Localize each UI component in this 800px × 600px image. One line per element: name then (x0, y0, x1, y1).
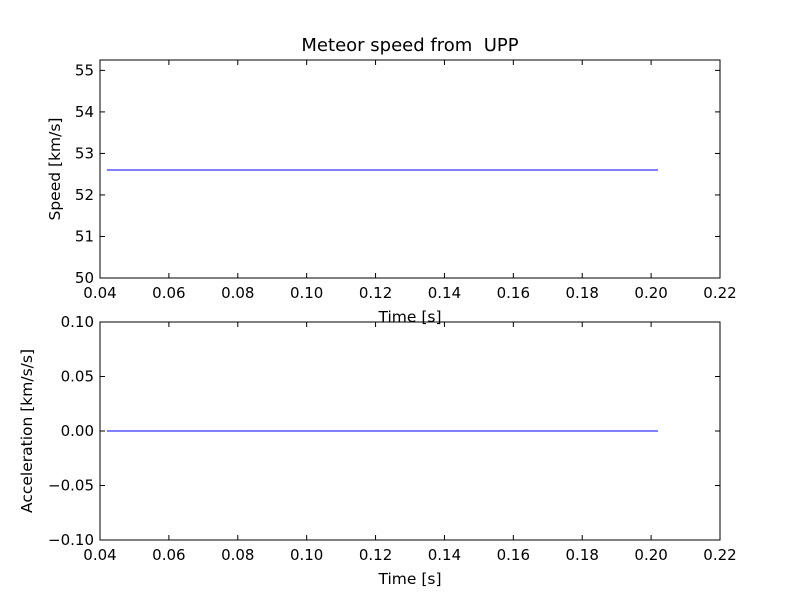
speed-chart-title: Meteor speed from UPP (301, 35, 518, 56)
accel-xtick-label: 0.20 (634, 546, 667, 564)
speed-axes-frame (99, 59, 721, 279)
accel-yaxis-label: Acceleration [km/s/s] (18, 349, 36, 513)
speed-xtick-label: 0.14 (428, 284, 461, 302)
speed-xtick-label: 0.16 (497, 284, 530, 302)
speed-ytick-label: 50 (75, 269, 94, 287)
accel-ytick-label: 0.05 (61, 368, 94, 386)
accel-ytick-label: −0.05 (48, 477, 94, 495)
speed-xtick-label: 0.20 (634, 284, 667, 302)
speed-xtick-label: 0.22 (703, 284, 736, 302)
accel-xtick-label: 0.08 (221, 546, 254, 564)
speed-xaxis-label: Time [s] (377, 308, 441, 326)
speed-xtick-label: 0.10 (290, 284, 323, 302)
speed-yaxis-label: Speed [km/s] (46, 118, 64, 221)
speed-ytick-label: 53 (75, 144, 94, 162)
speed-xtick-label: 0.12 (359, 284, 392, 302)
accel-xtick-label: 0.04 (83, 546, 116, 564)
accel-xtick-label: 0.18 (566, 546, 599, 564)
accel-ytick-label: 0.10 (61, 313, 94, 331)
speed-ytick-label: 55 (75, 61, 94, 79)
speed-ytick-label: 52 (75, 186, 94, 204)
accel-xtick-label: 0.14 (428, 546, 461, 564)
accel-ytick-label: −0.10 (48, 531, 94, 549)
speed-ytick-label: 54 (75, 103, 94, 121)
speed-xtick-label: 0.04 (83, 284, 116, 302)
speed-ytick-label: 51 (75, 227, 94, 245)
speed-xtick-label: 0.08 (221, 284, 254, 302)
accel-xtick-label: 0.06 (152, 546, 185, 564)
speed-xtick-label: 0.18 (566, 284, 599, 302)
accel-xaxis-label: Time [s] (377, 570, 441, 588)
accel-xtick-label: 0.22 (703, 546, 736, 564)
accel-xtick-label: 0.10 (290, 546, 323, 564)
accel-xtick-label: 0.12 (359, 546, 392, 564)
speed-xtick-label: 0.06 (152, 284, 185, 302)
accel-ytick-label: 0.00 (61, 422, 94, 440)
accel-xtick-label: 0.16 (497, 546, 530, 564)
